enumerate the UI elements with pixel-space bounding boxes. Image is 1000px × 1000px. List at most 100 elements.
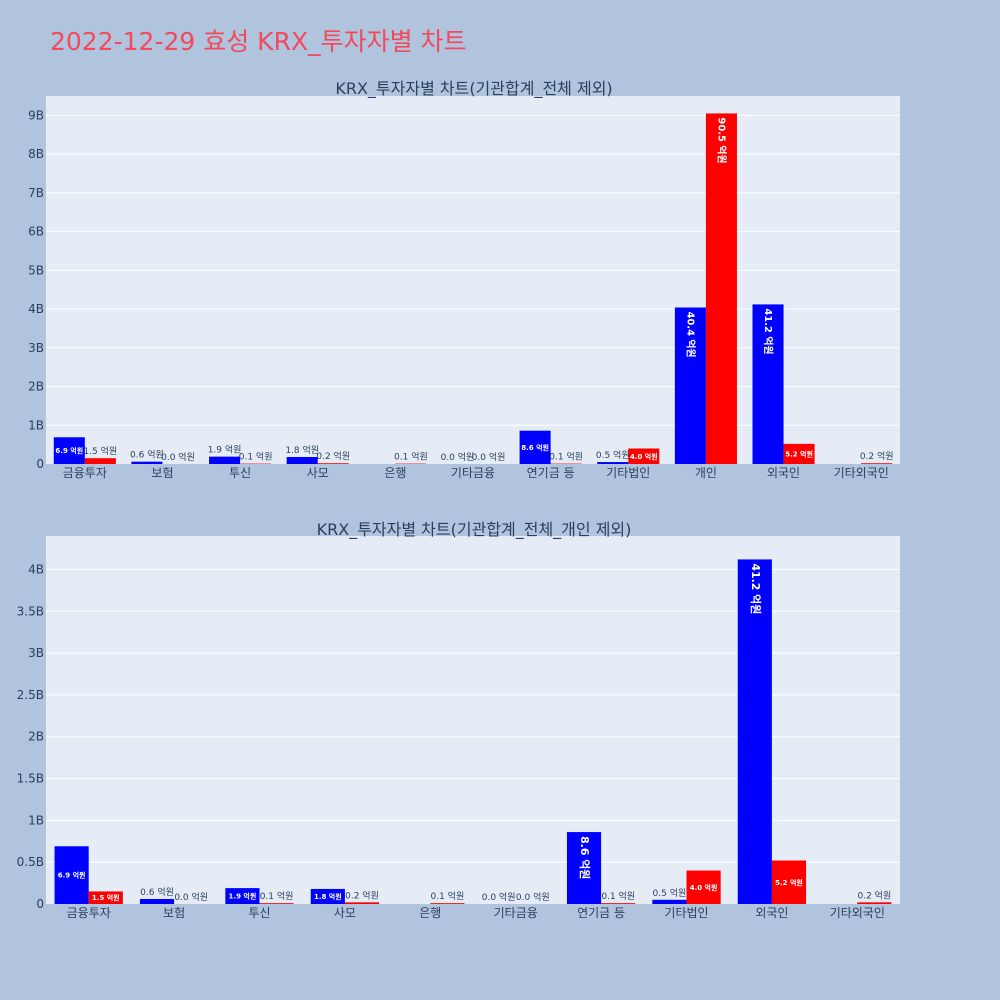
bar-data-label: 1.8 억원 — [285, 444, 319, 456]
bar-series-1 — [310, 888, 345, 904]
bar-series-1 — [53, 437, 85, 464]
bar-series-2 — [601, 903, 636, 904]
y-tick-label: 0 — [36, 457, 44, 471]
bar-series-1 — [131, 461, 163, 464]
investor-bar-chart-excl-institution-total: 0 1B 2B 3B 4B 5B 6B 7B 8B 9B KRX_투자자별 차트(기관합계_전체 제… — [28, 79, 900, 480]
bar-data-label: 0.2 억원 — [858, 889, 892, 901]
bar-series-1 — [519, 430, 551, 464]
bar-series-2 — [344, 902, 380, 904]
bar-data-label: 0.1 억원 — [431, 890, 465, 902]
bar-data-label: 6.9 억원 — [58, 871, 86, 880]
y-tick-label: 2.5B — [17, 688, 44, 702]
bar-data-label: 0.2 억원 — [860, 450, 894, 462]
bar-data-label: 6.9 억원 — [55, 446, 83, 455]
bar-data-label: 0.5 억원 — [653, 887, 687, 899]
bar-data-label: 40.4 억원 — [684, 312, 697, 358]
x-tick-label: 기타외국인 — [830, 906, 885, 920]
bar-data-label: 0.6 억원 — [140, 886, 174, 898]
bar-data-label: 0.1 억원 — [549, 451, 583, 463]
x-tick-label: 사모 — [307, 466, 329, 480]
plot-title: KRX_투자자별 차트(기관합계_전체 제외) — [335, 79, 612, 99]
bar-series-2 — [259, 903, 294, 904]
y-tick-label: 7B — [28, 186, 44, 200]
x-tick-label: 외국인 — [755, 906, 788, 920]
bar-data-label: 0.0 억원 — [472, 451, 506, 463]
bar-data-label: 41.2 억원 — [762, 308, 775, 354]
x-tick-label: 기타법인 — [606, 466, 650, 480]
x-tick-label: 개인 — [695, 466, 717, 480]
bar-data-label: 4.0 억원 — [690, 883, 718, 892]
bar-data-label: 0.5 억원 — [596, 449, 630, 461]
bar-data-label: 0.1 억원 — [260, 890, 294, 902]
bar-series-1 — [737, 559, 772, 904]
investor-bar-chart-excl-institution-individual: 0 0.5B 1B 1.5B 2B 2.5B 3B 3.5B 4B KRX_투자자별 차트(기관합… — [17, 520, 900, 920]
bar-data-label: 0.1 억원 — [394, 451, 428, 463]
bar-data-label: 0.1 억원 — [601, 890, 635, 902]
y-tick-label: 3B — [28, 341, 44, 355]
x-tick-label: 연기금 등 — [527, 466, 575, 480]
bar-series-1 — [139, 898, 175, 904]
bar-series-1 — [652, 899, 687, 904]
bar-data-label: 1.5 억원 — [83, 445, 117, 457]
bar-data-label: 0.0 억원 — [441, 451, 475, 463]
bar-data-label: 0.6 억원 — [130, 449, 164, 461]
y-tick-label: 1B — [28, 418, 44, 432]
bar-series-2 — [705, 113, 737, 464]
bar-data-label: 41.2 억원 — [749, 563, 763, 614]
x-tick-label: 연기금 등 — [577, 906, 625, 920]
x-tick-label: 기타외국인 — [834, 466, 889, 480]
x-tick-label: 투신 — [248, 906, 270, 920]
y-tick-label: 8B — [28, 147, 44, 161]
x-tick-label: 사모 — [334, 906, 356, 920]
y-tick-label: 9B — [28, 108, 44, 122]
bar-series-1 — [225, 888, 260, 904]
x-tick-label: 기타법인 — [664, 906, 708, 920]
bar-data-label: 0.0 억원 — [482, 891, 516, 903]
bar-series-1 — [566, 832, 602, 904]
bar-series-2 — [628, 448, 660, 464]
bar-data-label: 90.5 억원 — [715, 117, 728, 163]
bar-data-label: 8.6 억원 — [521, 443, 549, 452]
x-tick-label: 외국인 — [767, 466, 800, 480]
plot-title: KRX_투자자별 차트(기관합계_전체_개인 제외) — [317, 520, 632, 540]
bar-series-2 — [686, 870, 721, 904]
bar-data-label: 0.0 억원 — [516, 891, 550, 903]
bar-data-label: 5.2 억원 — [775, 878, 803, 887]
bar-series-2 — [317, 463, 349, 464]
bar-data-label: 1.9 억원 — [229, 892, 257, 901]
bar-data-label: 0.1 억원 — [239, 451, 273, 463]
bar-data-label: 4.0 억원 — [630, 452, 658, 461]
plot-area — [46, 536, 900, 904]
bar-series-2 — [783, 443, 815, 464]
x-tick-label: 은행 — [384, 465, 406, 480]
bar-data-label: 0.0 억원 — [174, 891, 208, 903]
bar-series-2 — [430, 903, 465, 904]
bar-data-label: 0.2 억원 — [345, 889, 379, 901]
x-tick-label: 금융투자 — [67, 906, 111, 920]
bar-series-2 — [861, 463, 893, 464]
x-tick-label: 은행 — [419, 905, 441, 920]
bar-data-label: 1.9 억원 — [208, 444, 242, 456]
y-tick-label: 6B — [28, 225, 44, 239]
bar-series-2 — [84, 458, 116, 464]
bar-series-1 — [54, 846, 89, 904]
bar-series-1 — [286, 457, 318, 464]
bar-data-label: 1.5 억원 — [92, 893, 120, 902]
bar-series-1 — [674, 307, 706, 464]
y-tick-label: 2B — [28, 730, 44, 744]
bar-series-1 — [597, 462, 629, 464]
y-tick-label: 0 — [36, 897, 44, 911]
y-tick-label: 3B — [28, 646, 44, 660]
bar-series-1 — [752, 304, 784, 464]
x-tick-label: 기타금융 — [451, 466, 495, 480]
x-tick-label: 보험 — [163, 906, 185, 920]
x-tick-label: 기타금융 — [494, 906, 538, 920]
page-title: 2022-12-29 효성 KRX_투자자별 차트 — [50, 27, 467, 56]
y-tick-label: 0.5B — [17, 855, 44, 869]
bar-series-2 — [88, 891, 123, 904]
y-tick-label: 1.5B — [17, 772, 44, 786]
bar-data-label: 5.2 억원 — [785, 449, 813, 458]
y-tick-label: 1B — [28, 813, 44, 827]
x-tick-label: 보험 — [151, 466, 173, 480]
bar-series-2 — [771, 860, 807, 904]
